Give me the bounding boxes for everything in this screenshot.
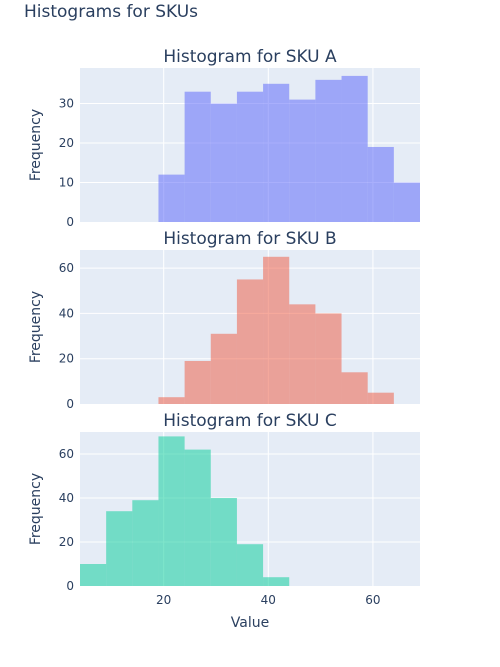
- subplot-sku-a: Histogram for SKU A Frequency 0 10 20 30: [28, 47, 420, 229]
- y-tick-label: 0: [66, 215, 74, 229]
- y-tick-label: 0: [66, 397, 74, 411]
- y-tick-label: 40: [59, 306, 74, 320]
- histogram-bar: [236, 544, 264, 586]
- y-axis-label-sku-b: Frequency: [28, 291, 44, 363]
- plot-area-sku-b: 0 20 40 60: [59, 250, 420, 411]
- y-axis-label-sku-c: Frequency: [28, 473, 44, 545]
- histogram-bar: [184, 360, 211, 404]
- histogram-bar: [367, 146, 394, 222]
- histogram-bar: [184, 449, 211, 586]
- histogram-bar: [106, 511, 133, 586]
- histogram-bar: [80, 564, 107, 586]
- histogram-bar: [158, 436, 185, 586]
- y-tick-label: 40: [59, 491, 74, 505]
- figure-title: Histograms for SKUs: [24, 2, 199, 22]
- y-tick-label: 30: [59, 97, 74, 111]
- y-tick-label: 20: [59, 352, 74, 366]
- histogram-bar: [158, 397, 185, 404]
- subplot-sku-b: Histogram for SKU B Frequency 0 20 40 60: [28, 229, 420, 411]
- y-axis-label-sku-a: Frequency: [28, 109, 44, 181]
- histogram-bar: [367, 392, 394, 404]
- histogram-bar: [158, 174, 185, 222]
- histogram-bar: [263, 577, 290, 586]
- subplot-sku-c: Histogram for SKU C Frequency 0 20 40 60 20 4…: [28, 411, 420, 631]
- plot-area-sku-a: 0 10 20 30: [59, 68, 420, 229]
- x-tick-label: 40: [261, 593, 276, 607]
- y-tick-label: 20: [59, 535, 74, 549]
- histogram-bar: [236, 91, 264, 222]
- x-axis-label: Value: [231, 615, 269, 631]
- y-tick-label: 20: [59, 136, 74, 150]
- y-tick-label: 0: [66, 579, 74, 593]
- y-tick-label: 10: [59, 176, 74, 190]
- histogram-bar: [263, 256, 290, 404]
- histogram-bar: [341, 372, 368, 404]
- x-tick-label: 20: [156, 593, 171, 607]
- histogram-bar: [236, 279, 264, 404]
- histogram-bar: [184, 91, 211, 222]
- histogram-bar: [341, 75, 368, 223]
- subplot-title-sku-b: Histogram for SKU B: [163, 229, 336, 249]
- histogram-bar: [315, 79, 342, 222]
- histogram-bar: [315, 313, 342, 404]
- subplot-title-sku-a: Histogram for SKU A: [163, 47, 337, 67]
- histogram-bar: [289, 99, 316, 222]
- histogram-bar: [393, 182, 420, 222]
- histogram-bar: [263, 83, 290, 223]
- subplot-title-sku-c: Histogram for SKU C: [163, 411, 337, 431]
- x-tick-label: 60: [365, 593, 380, 607]
- plot-area-sku-c: 0 20 40 60 20 40 60: [59, 432, 420, 607]
- histogram-bar: [210, 103, 237, 222]
- histogram-bar: [289, 304, 316, 404]
- y-tick-label: 60: [59, 261, 74, 275]
- histogram-bar: [210, 498, 237, 586]
- histogram-bar: [210, 333, 237, 404]
- y-tick-label: 60: [59, 447, 74, 461]
- histogram-bar: [132, 500, 159, 586]
